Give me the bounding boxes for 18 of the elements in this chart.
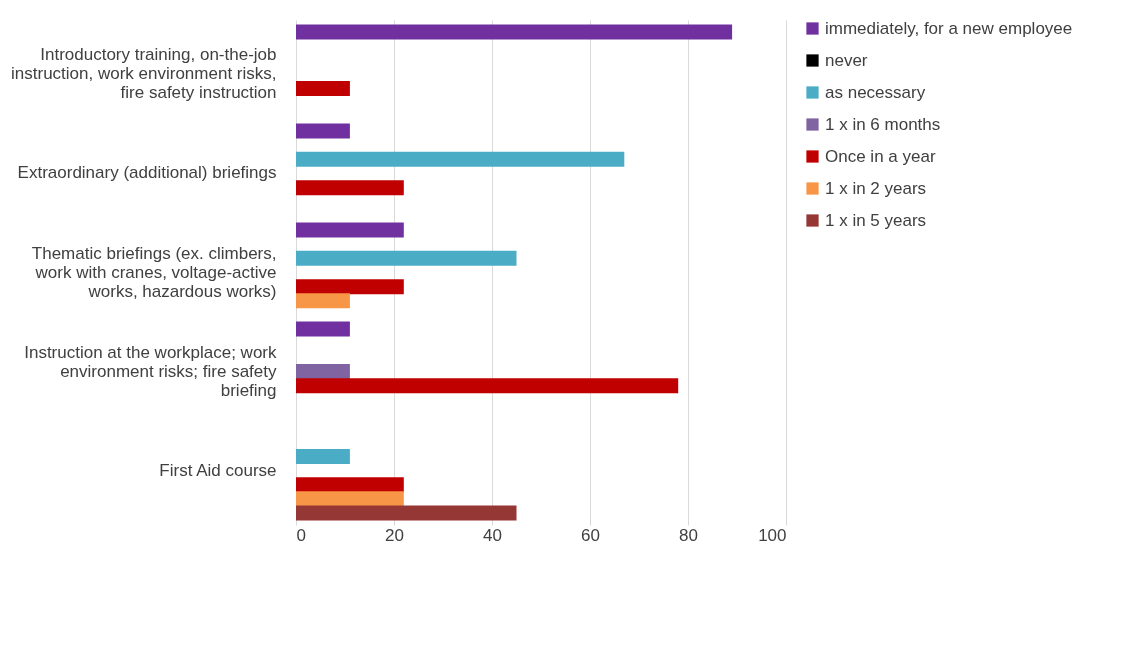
legend-label: as necessary: [825, 82, 926, 102]
legend-label: immediately, for a new employee: [825, 18, 1073, 38]
legend-label: 1 x in 2 years: [825, 178, 927, 198]
y-tick-label: Extraordinary (additional) briefings: [17, 163, 277, 183]
y-tick-label: Thematic briefings (ex. climbers, work with cranes, voltage-active works, hazardous works): [31, 243, 277, 301]
x-tick-label: 60: [581, 525, 600, 545]
legend-label: never: [825, 50, 868, 70]
legend-label: 1 x in 6 months: [825, 114, 941, 134]
y-tick-label: Instruction at the workplace; work environment risks; fire safety briefing: [24, 342, 277, 400]
x-tick-label: 100: [758, 525, 787, 545]
y-tick-label: First Aid course: [159, 460, 277, 480]
legend-label: 1 x in 5 years: [825, 210, 927, 230]
x-tick-label: 0: [296, 525, 306, 545]
y-tick-label: Introductory training, on-the-job instruction, work environment risks, fire safety instruction: [11, 45, 277, 103]
x-tick-label: 80: [679, 525, 698, 545]
x-tick-label: 40: [483, 525, 502, 545]
legend-label: Once in a year: [825, 146, 936, 166]
x-tick-label: 20: [385, 525, 404, 545]
